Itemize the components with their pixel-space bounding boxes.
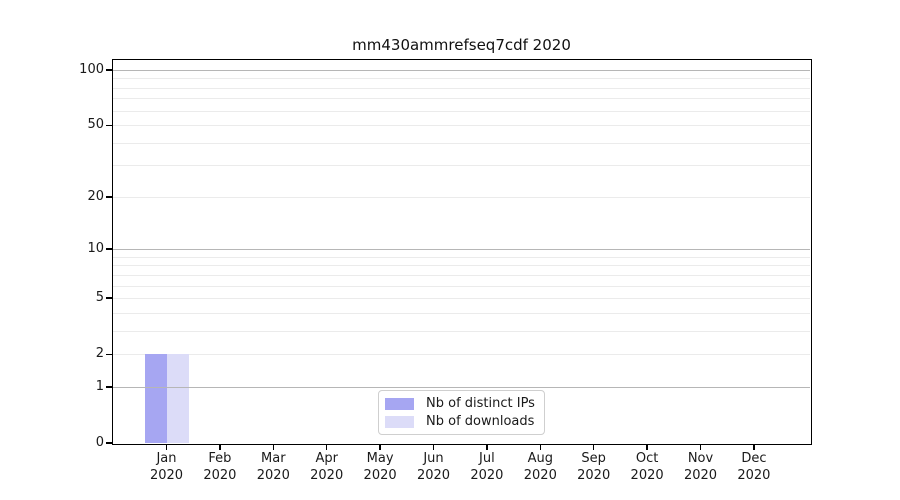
gridline-minor bbox=[113, 298, 810, 300]
gridline-minor bbox=[113, 125, 810, 127]
y-tick-label: 20 bbox=[87, 188, 104, 204]
gridline-minor bbox=[113, 274, 810, 276]
x-tick-mark bbox=[432, 444, 435, 450]
x-tick-label: Jun 2020 bbox=[416, 451, 451, 483]
gridline-major bbox=[113, 386, 810, 388]
y-tick-label: 5 bbox=[95, 290, 104, 306]
y-tick-mark bbox=[106, 196, 112, 198]
x-tick-label: Aug 2020 bbox=[523, 451, 557, 483]
y-tick-label: 10 bbox=[87, 241, 104, 257]
x-tick-mark bbox=[646, 444, 648, 450]
x-tick-label: Sep 2020 bbox=[577, 451, 611, 483]
gridline-minor bbox=[113, 110, 810, 112]
x-tick-label: Oct 2020 bbox=[630, 451, 664, 483]
y-tick-label: 2 bbox=[95, 346, 104, 362]
gridline-minor bbox=[113, 265, 810, 267]
x-tick-mark bbox=[272, 444, 274, 450]
bar-downloads bbox=[166, 354, 189, 443]
gridline-minor bbox=[113, 354, 810, 356]
legend-label: Nb of distinct IPs bbox=[426, 396, 535, 411]
gridline-minor bbox=[113, 285, 810, 287]
x-tick-mark bbox=[699, 444, 702, 450]
chart-title: mm430ammrefseq7cdf 2020 bbox=[352, 36, 571, 54]
y-tick-mark bbox=[106, 297, 112, 299]
y-tick-mark bbox=[106, 353, 112, 355]
x-tick-mark bbox=[486, 444, 488, 450]
y-tick-mark bbox=[106, 248, 112, 250]
gridline-minor bbox=[113, 196, 810, 198]
x-tick-label: May 2020 bbox=[363, 451, 397, 483]
x-tick-label: Apr 2020 bbox=[310, 451, 344, 483]
bar-distinct-ips bbox=[144, 354, 167, 443]
legend-label: Nb of downloads bbox=[426, 414, 535, 429]
y-tick-mark bbox=[106, 69, 112, 71]
x-tick-mark bbox=[379, 444, 381, 450]
legend-swatch bbox=[385, 415, 414, 428]
x-tick-label: Dec 2020 bbox=[737, 451, 771, 483]
x-tick-label: Nov 2020 bbox=[683, 451, 718, 483]
y-tick-label: 0 bbox=[95, 435, 104, 450]
y-tick-label: 1 bbox=[95, 378, 104, 394]
gridline-minor bbox=[113, 312, 810, 314]
gridline-major bbox=[113, 249, 810, 251]
gridline-minor bbox=[113, 330, 810, 332]
y-tick-label: 50 bbox=[87, 117, 104, 133]
legend: Nb of distinct IPs Nb of downloads bbox=[378, 390, 545, 435]
y-tick-mark bbox=[106, 124, 112, 126]
gridline-major bbox=[113, 69, 810, 71]
y-tick-mark bbox=[106, 386, 112, 388]
gridline-minor bbox=[113, 87, 810, 89]
y-tick-label: 100 bbox=[79, 61, 104, 77]
x-tick-mark bbox=[326, 444, 328, 450]
gridline-minor bbox=[113, 142, 810, 144]
gridline-minor bbox=[113, 78, 810, 80]
legend-swatch bbox=[385, 397, 414, 410]
x-tick-mark bbox=[165, 444, 168, 450]
legend-item: Nb of downloads bbox=[385, 414, 535, 429]
x-tick-label: Mar 2020 bbox=[256, 451, 290, 483]
legend-item: Nb of distinct IPs bbox=[385, 396, 535, 411]
x-tick-mark bbox=[753, 444, 755, 450]
y-tick-mark bbox=[106, 442, 112, 444]
x-tick-label: Feb 2020 bbox=[203, 451, 237, 483]
x-tick-mark bbox=[539, 444, 541, 450]
gridline-minor bbox=[113, 98, 810, 100]
x-tick-mark bbox=[219, 444, 221, 450]
x-tick-label: Jan 2020 bbox=[149, 451, 184, 483]
x-tick-mark bbox=[593, 444, 595, 450]
plot-area bbox=[113, 60, 810, 443]
x-tick-label: Jul 2020 bbox=[470, 451, 504, 483]
gridline-minor bbox=[113, 256, 810, 258]
gridline-minor bbox=[113, 165, 810, 167]
